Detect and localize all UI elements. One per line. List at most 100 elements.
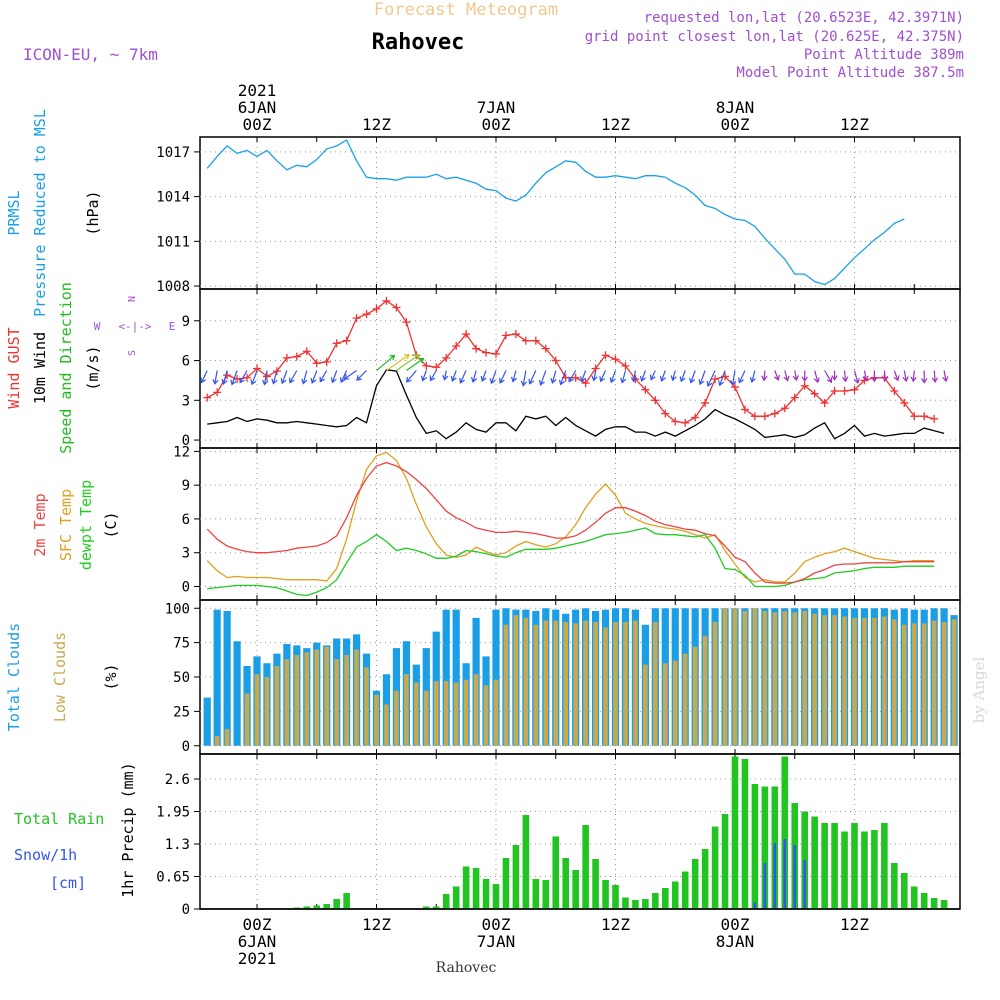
wind-direction-arrow bbox=[813, 370, 820, 384]
y-tick-label: 0 bbox=[182, 579, 190, 595]
gust-marker bbox=[701, 398, 710, 407]
wind-direction-arrow bbox=[480, 370, 487, 382]
rain-bar bbox=[522, 815, 530, 909]
low-cloud-bar bbox=[832, 615, 837, 746]
gust-marker bbox=[422, 361, 431, 370]
wind-direction-arrow bbox=[773, 370, 780, 381]
time-label-top: 00Z bbox=[243, 115, 272, 134]
wind-direction-arrow bbox=[792, 370, 799, 382]
rain-bar bbox=[900, 873, 908, 909]
pressure-axis-label: (hPa) bbox=[84, 190, 102, 235]
y-tick-label: 1.95 bbox=[156, 805, 190, 821]
low-cloud-bar bbox=[852, 617, 857, 746]
time-label-top: 2021 bbox=[238, 81, 277, 100]
rain-bar bbox=[462, 866, 470, 909]
rain-bar bbox=[542, 880, 550, 909]
low-cloud-bar bbox=[682, 653, 688, 746]
low-cloud-bar bbox=[882, 616, 887, 746]
gust-marker bbox=[651, 396, 660, 405]
rain-bar bbox=[871, 830, 878, 909]
rain-bar bbox=[572, 870, 579, 909]
time-label-bottom: 00Z bbox=[482, 915, 511, 934]
wind-direction-arrow bbox=[649, 370, 656, 381]
gust-marker bbox=[472, 344, 481, 353]
temp-axis-label: SFC Temp bbox=[57, 489, 75, 561]
rain-bar bbox=[711, 826, 719, 909]
gust-marker bbox=[482, 348, 491, 357]
wind-direction-arrow bbox=[902, 370, 909, 383]
gust-marker bbox=[462, 330, 471, 339]
low-cloud-bar bbox=[334, 659, 339, 746]
gust-marker bbox=[213, 388, 222, 397]
gust-marker bbox=[810, 389, 819, 398]
low-cloud-bar bbox=[294, 655, 300, 746]
gust-marker bbox=[691, 413, 700, 422]
gust-marker bbox=[601, 351, 610, 360]
wind-direction-arrow bbox=[520, 370, 528, 387]
wind-direction-arrow bbox=[659, 370, 666, 382]
rain-bar bbox=[422, 906, 430, 909]
gust-marker bbox=[382, 296, 391, 305]
gust-marker bbox=[541, 344, 550, 353]
low-cloud-bar bbox=[732, 608, 738, 746]
low-cloud-bar bbox=[224, 729, 230, 746]
time-label-top: 00Z bbox=[482, 115, 511, 134]
wind-direction-arrow bbox=[420, 370, 427, 382]
y-tick-label: 12 bbox=[173, 444, 190, 460]
gust-marker bbox=[760, 412, 769, 421]
time-label-bottom: 12Z bbox=[601, 915, 630, 934]
rain-bar bbox=[881, 823, 888, 909]
rain-bar bbox=[442, 894, 450, 909]
rain-bar bbox=[841, 831, 848, 909]
low-cloud-bar bbox=[324, 646, 330, 746]
rain-bar bbox=[582, 825, 589, 909]
gust-marker bbox=[820, 398, 829, 407]
low-cloud-bar bbox=[354, 649, 359, 746]
low-cloud-bar bbox=[792, 612, 798, 746]
snow-bar bbox=[773, 843, 777, 909]
low-cloud-bar bbox=[911, 623, 917, 746]
gust-marker bbox=[900, 398, 909, 407]
low-cloud-bar bbox=[433, 681, 439, 746]
low-cloud-bar bbox=[672, 660, 678, 746]
rain-bar bbox=[751, 784, 759, 909]
gust-marker bbox=[780, 404, 789, 413]
wind-direction-arrow bbox=[620, 370, 627, 384]
cloud-axis-label: (%) bbox=[102, 663, 120, 690]
gust-marker bbox=[770, 409, 779, 418]
y-tick-label: 0.65 bbox=[156, 870, 190, 886]
wind-axis-label: Wind GUST bbox=[5, 327, 23, 408]
rain-bar bbox=[761, 786, 769, 909]
gust-marker bbox=[452, 341, 461, 350]
low-cloud-bar bbox=[374, 694, 379, 746]
wind-direction-arrow bbox=[730, 370, 737, 387]
wind-direction-arrow bbox=[738, 370, 746, 384]
low-cloud-bar bbox=[842, 616, 847, 746]
rain-bar bbox=[512, 845, 520, 909]
wind-direction-arrow bbox=[528, 370, 537, 385]
pressure-axis-label: Pressure Reduced to MSL bbox=[31, 109, 49, 317]
gust-marker bbox=[292, 352, 301, 361]
snow-bar bbox=[763, 863, 767, 909]
gust-marker bbox=[581, 379, 590, 388]
snow-bar bbox=[793, 845, 797, 909]
wind-direction-arrow bbox=[289, 370, 298, 384]
y-tick-label: 9 bbox=[182, 478, 190, 494]
y-tick-label: 3 bbox=[182, 546, 190, 562]
wind-axis-label: Speed and Direction bbox=[57, 282, 75, 454]
low-cloud-bar bbox=[593, 622, 598, 746]
pressure-axis-label: PRMSL bbox=[5, 190, 23, 235]
gust-marker bbox=[372, 304, 381, 313]
wind-direction-arrow bbox=[450, 370, 457, 382]
rain-bar bbox=[452, 886, 460, 909]
rain-bar bbox=[502, 858, 510, 909]
y-tick-label: 0 bbox=[182, 902, 190, 918]
wind-direction-arrow bbox=[871, 370, 878, 383]
wind-direction-arrow bbox=[881, 370, 889, 382]
gust-marker bbox=[850, 385, 859, 394]
low-cloud-bar bbox=[862, 617, 867, 746]
y-tick-label: 6 bbox=[182, 354, 190, 370]
compass-w: W bbox=[94, 320, 101, 333]
rain-bar bbox=[811, 816, 818, 909]
